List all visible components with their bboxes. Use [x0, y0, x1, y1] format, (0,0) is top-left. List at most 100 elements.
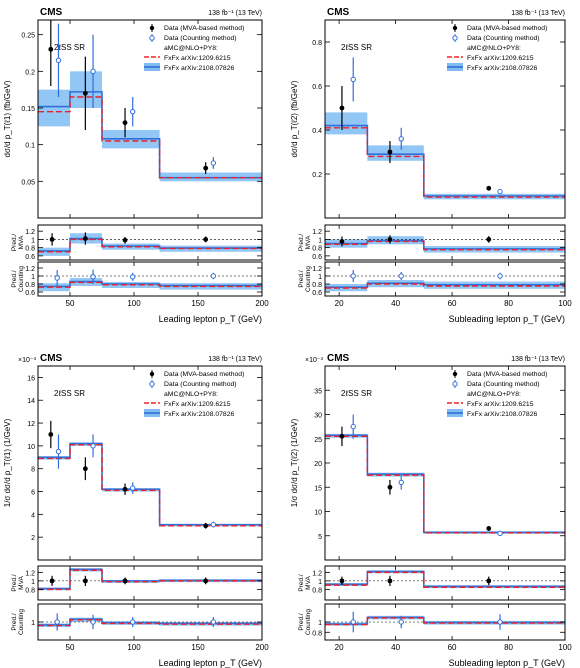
data-mva-marker — [387, 484, 393, 490]
ratio-counting-marker — [54, 275, 60, 281]
ratio-pad-counting: 0.60.811.2 20 40 60 80 100 — [312, 261, 572, 308]
legend-entry: Data (Counting method) — [164, 35, 237, 42]
fxfx-1209-line — [325, 283, 565, 289]
ratio-mva-marker — [486, 578, 492, 584]
y-tick-label: 0.4 — [312, 128, 322, 135]
legend-entry: FxFx arXiv:2108.07826 — [467, 411, 537, 418]
y-tick-label: 15 — [314, 485, 322, 492]
ratio-ylabel: Counting — [305, 266, 312, 292]
y-tick-label: 1 — [318, 620, 322, 627]
y-tick-label: 0.2 — [312, 172, 322, 179]
y-tick-label: 0.6 — [25, 254, 35, 261]
legend-entry: Data (MVA-based method) — [467, 25, 547, 32]
fxfx-2108-line — [325, 124, 565, 197]
region-label: 2ℓSS SR — [341, 43, 372, 52]
ratio-mva-marker — [122, 237, 128, 243]
y-tick-label: 1.2 — [312, 266, 322, 273]
pad-frame — [37, 261, 263, 297]
y-tick-label: 0.2 — [25, 69, 35, 76]
legend-mva-swatch — [452, 25, 458, 31]
data-mva-marker — [486, 185, 492, 191]
pad-frame — [37, 224, 263, 261]
ratio-counting-marker — [497, 273, 503, 279]
data-mva-marker — [122, 120, 128, 126]
legend-entry: aMC@NLO+PY8: — [164, 391, 218, 398]
data-counting-marker — [90, 443, 96, 449]
legend-entry: FxFx arXiv:1209.6215 — [467, 401, 534, 408]
y-tick-label: 8 — [31, 467, 35, 474]
data-counting-marker — [497, 188, 503, 195]
cms-label: CMS — [327, 7, 350, 18]
x-tick-label: 100 — [127, 299, 141, 308]
y-tick-label: 1 — [318, 274, 322, 281]
fxfx-1209-line — [325, 435, 565, 534]
ratio-mva-marker — [339, 578, 345, 584]
fxfx-1209-line — [38, 444, 262, 527]
ratio-mva-marker — [122, 578, 128, 584]
ratio-counting-marker — [398, 619, 404, 625]
y-axis-title: 1/σ dσ/d p_T(ℓ1) (1/GeV) — [3, 418, 12, 507]
ratio-pad-counting: 150 100 150 200 — [31, 603, 269, 652]
ratio-pad-mva: 0.60.8 11.2 — [312, 224, 566, 261]
data-mva-marker — [82, 466, 88, 472]
pad-frame — [37, 565, 263, 601]
data-mva-marker — [122, 486, 128, 492]
ratio-counting-marker — [398, 273, 404, 279]
x-tick-label: 60 — [448, 643, 457, 652]
y-tick-label: 0.8 — [312, 246, 322, 253]
ratio-mva-marker — [486, 237, 492, 242]
legend-counting-swatch — [452, 35, 458, 41]
x-tick-label: 50 — [66, 299, 75, 308]
ratio-pad-mva: 0.81 1.2 — [25, 565, 263, 601]
y-tick-label: 0.6 — [312, 84, 322, 91]
fxfx-1209-line — [325, 240, 565, 251]
x-tick-label: 20 — [335, 643, 344, 652]
ratio-mva-marker — [339, 239, 345, 244]
data-mva-marker — [339, 105, 345, 111]
data-counting-marker — [350, 76, 356, 83]
ratio-mva-marker — [387, 237, 393, 242]
legend-counting-swatch — [149, 381, 155, 387]
y-tick-label: 14 — [27, 398, 35, 405]
ratio-ylabel: Counting — [18, 266, 25, 292]
y-tick-label: 1.2 — [25, 570, 35, 577]
uncertainty-band — [38, 89, 70, 127]
y-tick-label: 12 — [27, 421, 35, 428]
x-tick-label: 20 — [335, 299, 344, 308]
data-counting-marker — [398, 479, 404, 486]
lumi-label: 138 fb⁻¹ (13 TeV) — [511, 10, 565, 17]
ratio-mva-marker — [203, 237, 209, 242]
x-tick-label: 150 — [191, 299, 205, 308]
y-tick-label: 1.2 — [25, 229, 35, 236]
x-tick-label: 150 — [191, 643, 205, 652]
data-counting-marker — [210, 521, 217, 528]
x-axis-title: Subleading lepton p_T (GeV) — [449, 314, 565, 324]
legend-entry: FxFx arXiv:2108.07826 — [467, 65, 537, 72]
y-tick-label: 20 — [314, 461, 322, 468]
ratio-pad-mva: 0.60.8 11.2 — [25, 224, 263, 261]
x-tick-label: 200 — [255, 643, 269, 652]
ratio-ylabel: MVA — [305, 576, 312, 590]
x-axis-title: Subleading lepton p_T (GeV) — [449, 658, 565, 668]
y-tick-label: 10 — [27, 444, 35, 451]
data-mva-marker — [203, 523, 209, 529]
y-tick-label: 30 — [314, 413, 322, 420]
ratio-ylabel: MVA — [18, 576, 25, 590]
y-tick-label: 0.8 — [312, 587, 322, 594]
y-tick-label: 0.1 — [25, 143, 35, 150]
fxfx-2108-line — [325, 239, 565, 250]
ratio-counting-marker — [130, 274, 136, 280]
ratio-ylabel: Counting — [18, 609, 25, 635]
main-pad: 5 10 15 20 25 30 35 — [314, 365, 566, 561]
legend-entry: aMC@NLO+PY8: — [467, 45, 521, 52]
ratio-counting-marker — [90, 274, 96, 280]
fxfx-1209-line — [325, 571, 565, 588]
legend: Data (MVA-based method) Data (Counting me… — [447, 370, 547, 418]
data-counting-marker — [398, 136, 404, 142]
lumi-label: 138 fb⁻¹ (13 TeV) — [208, 10, 262, 17]
y-tick-label: 16 — [27, 375, 35, 382]
legend-entry: aMC@NLO+PY8: — [467, 391, 521, 398]
x-tick-label: 100 — [558, 299, 572, 308]
